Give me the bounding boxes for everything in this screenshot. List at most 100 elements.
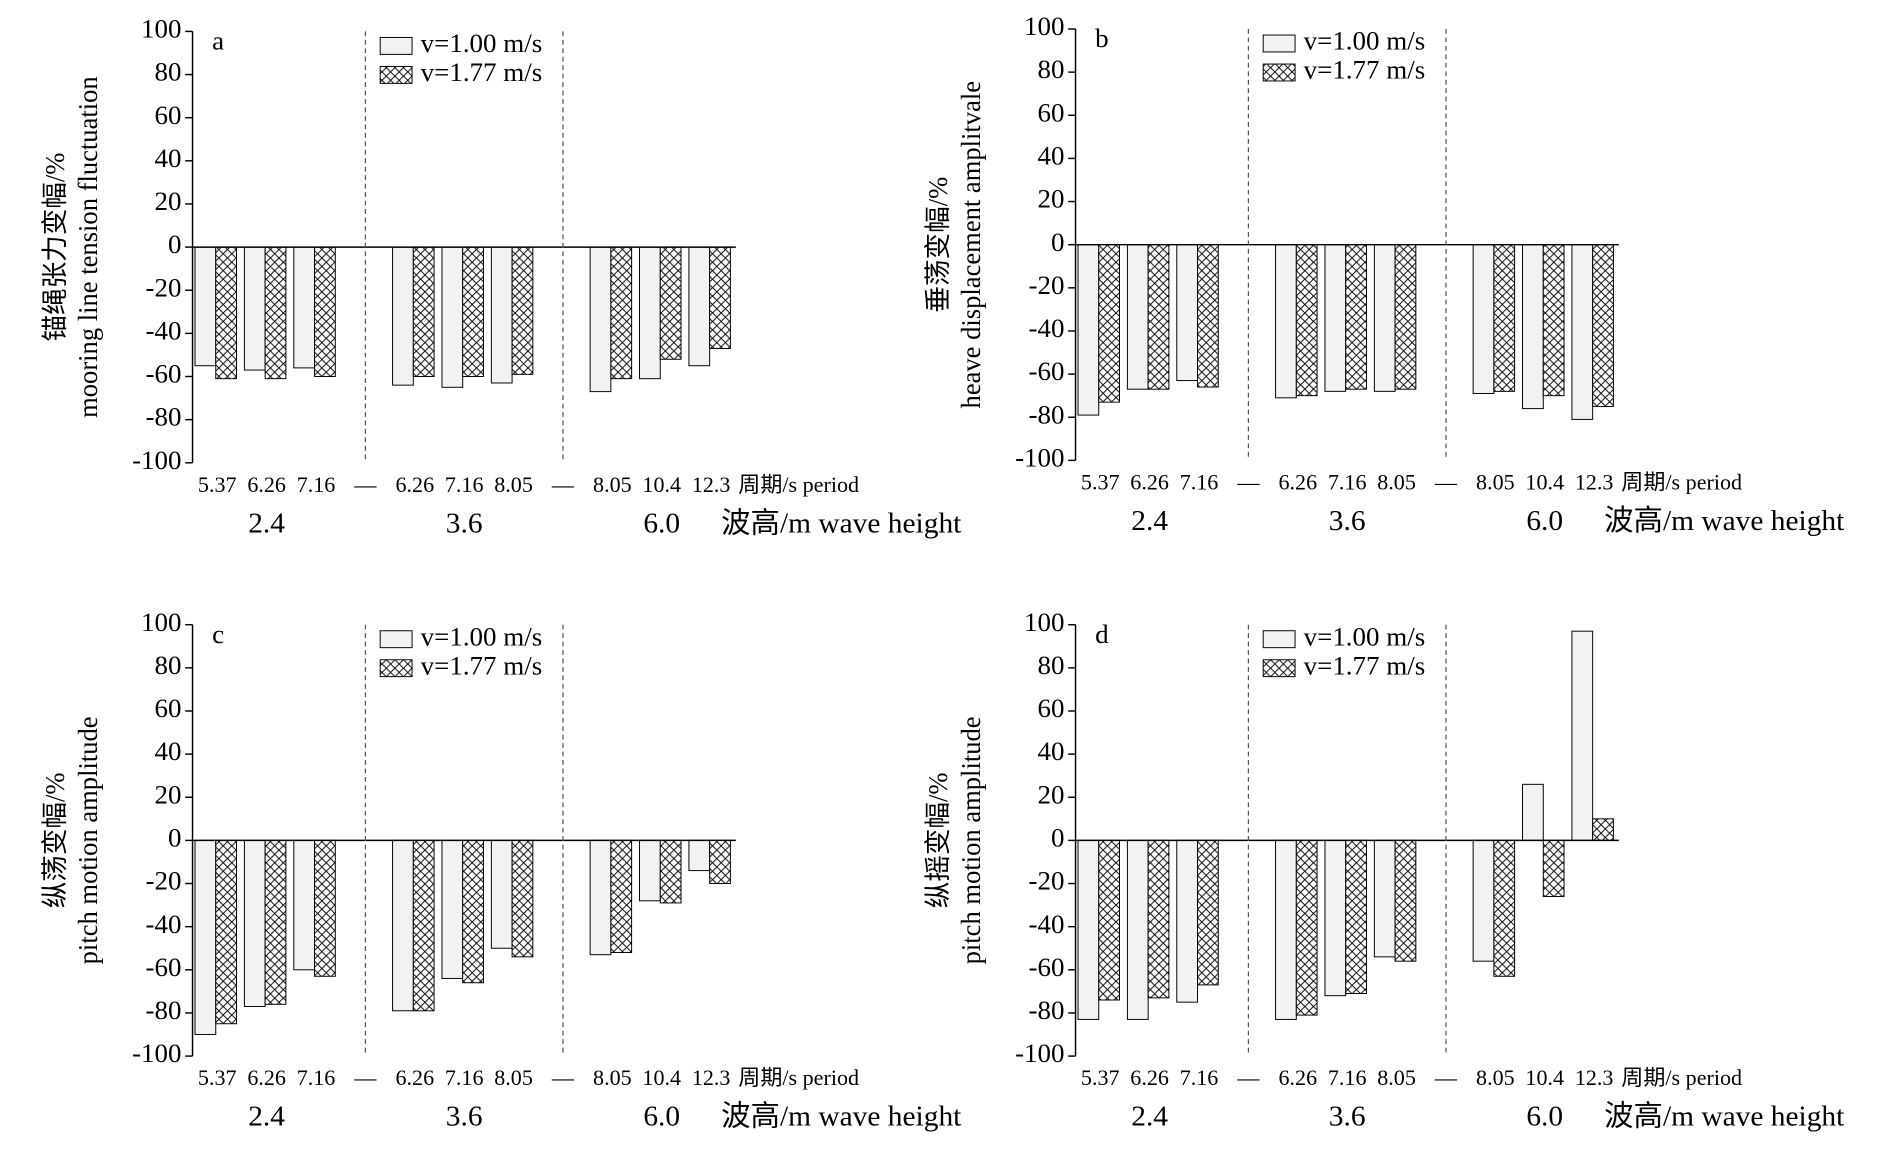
- y-tick-label: 0: [1051, 227, 1064, 257]
- x-tick-label: 5.37: [198, 472, 237, 497]
- panel-letter: b: [1095, 23, 1108, 53]
- bar: [659, 246, 682, 360]
- panel-letter: a: [212, 26, 224, 56]
- y-tick-label: -60: [1029, 356, 1065, 386]
- bar: [1197, 244, 1219, 388]
- bar: [1077, 839, 1100, 1020]
- y-tick-label: 60: [1038, 693, 1065, 723]
- y-tick-label: 20: [155, 780, 182, 810]
- bar: [1571, 630, 1594, 841]
- y-tick-label: -60: [1029, 952, 1065, 982]
- bar: [1345, 839, 1367, 995]
- group-label: 3.6: [1329, 1101, 1366, 1133]
- legend-label: v=1.00 m/s: [1304, 26, 1426, 56]
- legend-label: v=1.00 m/s: [1304, 621, 1426, 651]
- x-tick-label: 7.16: [1328, 1065, 1367, 1090]
- panel: -100 -80 -60 -40 -20 0 20 40 60 80 100 纵摇变幅/% pitch …: [923, 607, 1845, 1133]
- y-tick-label: 80: [1038, 54, 1065, 84]
- bar: [1592, 244, 1614, 407]
- panel: -100 -80 -60 -40 -20 0 20 40 60 80 100 垂荡变幅/% heave …: [923, 11, 1845, 537]
- x-tick-label: 12.3: [692, 472, 731, 497]
- y-tick-label: 80: [155, 650, 182, 680]
- bar: [1472, 839, 1495, 962]
- y-tick-label: 100: [141, 607, 181, 637]
- y-tick-label: 60: [155, 693, 182, 723]
- x-tick-label: 8.05: [593, 1065, 632, 1090]
- x-tick-label: 8.05: [1377, 1065, 1416, 1090]
- x-tick-label: 5.37: [198, 1065, 237, 1090]
- bar: [215, 839, 237, 1025]
- x-tick-label: 12.3: [692, 1065, 731, 1090]
- legend-swatch: [379, 36, 413, 55]
- bar: [412, 839, 435, 1012]
- x-tick-label: 7.16: [297, 472, 336, 497]
- x-axis-label: 周期/s period: [738, 472, 859, 497]
- group-label: 3.6: [1329, 505, 1366, 537]
- bar: [1571, 244, 1594, 420]
- x-tick-label: 8.05: [1377, 470, 1416, 495]
- panel-letter: c: [212, 619, 224, 649]
- bar: [709, 839, 731, 885]
- x-tick-label: 6.26: [1130, 1065, 1169, 1090]
- y-tick-label: -100: [132, 1038, 181, 1068]
- legend-swatch: [1262, 63, 1296, 82]
- y-tick-label: -20: [1029, 866, 1065, 896]
- bar: [1522, 783, 1544, 841]
- x-tick-label: 7.16: [297, 1065, 336, 1090]
- x-tick-label: 7.16: [1180, 470, 1219, 495]
- x-tick-label: 8.05: [1476, 1065, 1515, 1090]
- x-axis-label: 周期/s period: [1621, 1065, 1742, 1090]
- x-tick-label: 5.37: [1081, 470, 1120, 495]
- y-tick-label: 100: [1024, 11, 1064, 41]
- y-tick-label: -100: [1015, 443, 1064, 473]
- bar: [392, 839, 414, 1012]
- y-tick-label: -40: [1029, 313, 1065, 343]
- x-tick-label: 7.16: [445, 1065, 484, 1090]
- bar: [1522, 244, 1544, 410]
- panel-letter: d: [1095, 619, 1109, 649]
- y-tick-label: 40: [155, 143, 182, 173]
- x-tick-label: 7.16: [1180, 1065, 1219, 1090]
- bar: [610, 839, 633, 954]
- x-tick-label: 6.26: [1278, 470, 1317, 495]
- bar: [293, 246, 316, 369]
- x-tick-label: 10.4: [642, 472, 681, 497]
- y-tick-label: -20: [146, 866, 182, 896]
- x-tick-label: —: [353, 472, 377, 497]
- x-tick-label: 7.16: [445, 472, 484, 497]
- bar: [1147, 244, 1170, 390]
- y-tick-label: 80: [155, 57, 182, 87]
- bar: [462, 246, 484, 377]
- bar: [490, 246, 513, 384]
- bar: [1373, 244, 1396, 392]
- y-tick-label: -80: [146, 402, 182, 432]
- bar: [639, 839, 661, 902]
- y-tick-label: -80: [146, 995, 182, 1025]
- x-tick-label: —: [551, 472, 575, 497]
- y-tick-label: -60: [146, 359, 182, 389]
- bar: [1324, 244, 1347, 392]
- bar: [441, 839, 464, 979]
- x-tick-label: 8.05: [593, 472, 632, 497]
- legend-swatch: [1262, 659, 1296, 678]
- bar: [1542, 244, 1565, 397]
- y-tick-label: -40: [1029, 909, 1065, 939]
- legend-label: v=1.77 m/s: [421, 57, 543, 87]
- y-tick-label: -40: [146, 316, 182, 346]
- y-axis-label: 锚绳张力变幅/%: [40, 153, 70, 342]
- group-label: 3.6: [446, 1101, 483, 1133]
- x-tick-label: 12.3: [1575, 470, 1614, 495]
- legend-swatch: [379, 659, 413, 678]
- bar: [1295, 244, 1318, 397]
- bar: [1197, 839, 1219, 986]
- y-tick-label: -100: [132, 445, 181, 475]
- group-label: 3.6: [446, 507, 483, 539]
- bar: [1493, 839, 1516, 977]
- y-tick-label: 60: [155, 100, 182, 130]
- legend-swatch: [379, 630, 413, 649]
- x-tick-label: —: [551, 1065, 575, 1090]
- y-tick-label: -100: [1015, 1038, 1064, 1068]
- x-tick-label: 10.4: [1525, 1065, 1564, 1090]
- y-tick-label: -80: [1029, 400, 1065, 430]
- bar: [1176, 839, 1199, 1003]
